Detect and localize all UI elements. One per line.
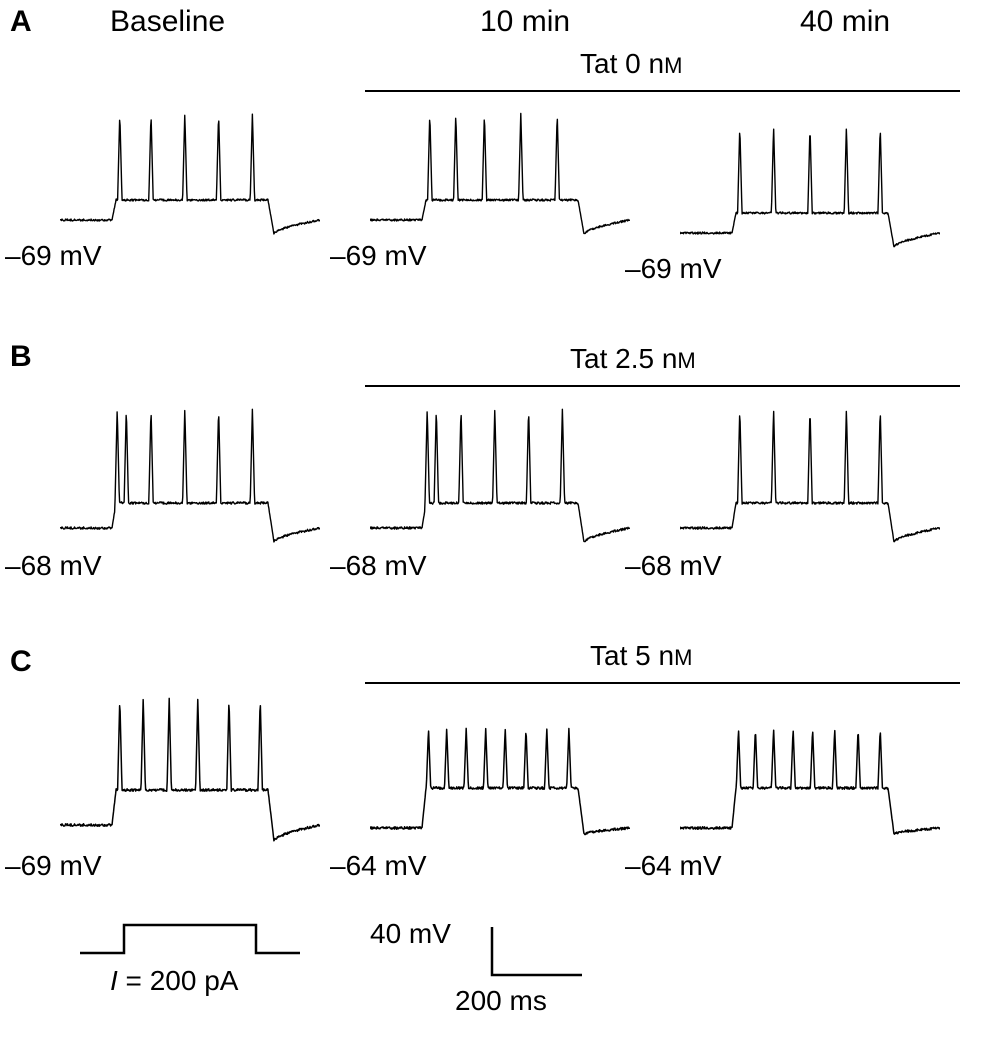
panel-letter-A: A — [10, 5, 32, 39]
condition-line-B — [365, 385, 960, 387]
trace-C-1 — [370, 710, 630, 850]
stimulus-label: I = 200 pA — [110, 965, 238, 997]
condition-line-A — [365, 90, 960, 92]
trace-B-2 — [680, 400, 940, 555]
trace-A-1 — [370, 105, 630, 245]
vm-label-C-1: –64 mV — [330, 850, 427, 882]
panel-letter-B: B — [10, 340, 32, 374]
column-header-ten_min: 10 min — [480, 5, 570, 39]
vm-label-C-0: –69 mV — [5, 850, 102, 882]
trace-B-1 — [370, 400, 630, 555]
trace-B-0 — [60, 400, 320, 555]
stimulus-waveform — [80, 915, 300, 960]
scale-v-label: 40 mV — [370, 918, 451, 950]
column-header-baseline: Baseline — [110, 5, 225, 39]
scale-bar — [490, 925, 584, 977]
trace-C-2 — [680, 710, 940, 850]
trace-A-0 — [60, 105, 320, 245]
trace-A-2 — [680, 118, 940, 258]
condition-label-C: Tat 5 nM — [590, 640, 692, 672]
scale-h-label: 200 ms — [455, 985, 547, 1017]
vm-label-C-2: –64 mV — [625, 850, 722, 882]
condition-line-C — [365, 682, 960, 684]
condition-label-A: Tat 0 nM — [580, 48, 682, 80]
panel-letter-C: C — [10, 645, 32, 679]
condition-label-B: Tat 2.5 nM — [570, 343, 696, 375]
column-header-forty_min: 40 min — [800, 5, 890, 39]
trace-C-0 — [60, 690, 320, 850]
figure-root: Baseline10 min40 minATat 0 nM–69 mV–69 m… — [0, 0, 1002, 1050]
